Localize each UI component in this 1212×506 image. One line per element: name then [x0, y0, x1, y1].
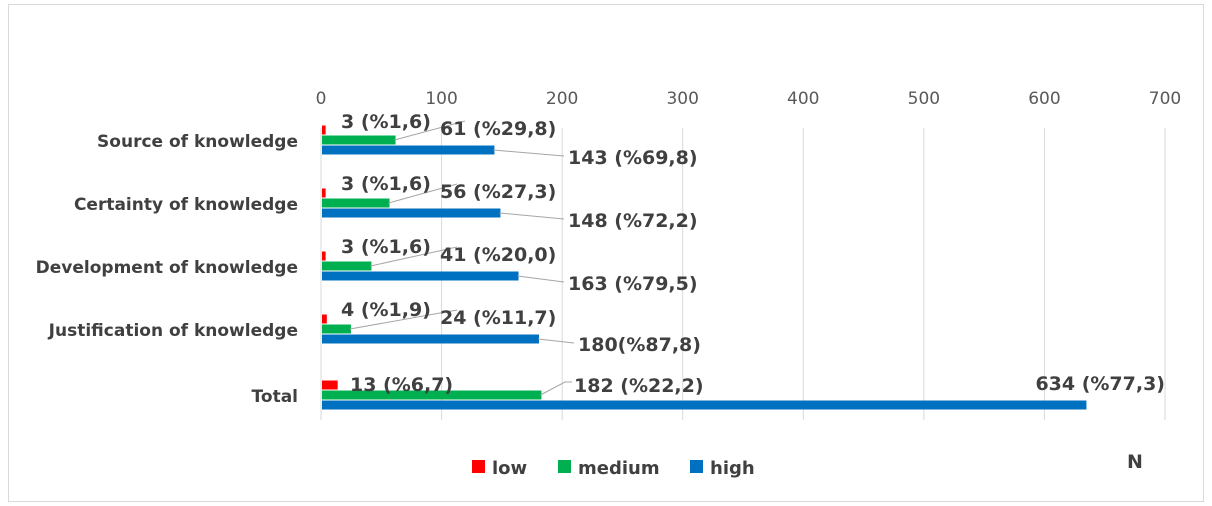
bar-medium — [322, 135, 396, 145]
x-tick-label: 100 — [425, 89, 457, 109]
bar-low — [322, 188, 326, 198]
data-label-high: 163 (%79,5) — [568, 273, 698, 295]
bar-high — [322, 400, 1087, 410]
data-label-medium: 56 (%27,3) — [440, 181, 556, 203]
x-tick-label: 400 — [787, 89, 819, 109]
x-tick-label: 200 — [546, 89, 578, 109]
bar-low — [322, 380, 338, 390]
data-label-low: 3 (%1,6) — [341, 173, 431, 195]
bar-medium — [322, 324, 351, 334]
legend-label-low: low — [492, 458, 527, 479]
data-label-high: 634 (%77,3) — [1035, 373, 1165, 395]
category-label: Certainty of knowledge — [74, 195, 298, 215]
data-label-low: 3 (%1,6) — [341, 111, 431, 133]
leader-line — [517, 275, 565, 283]
chart-frame — [8, 4, 1204, 502]
legend-swatch-medium — [558, 460, 571, 473]
data-label-low: 13 (%6,7) — [350, 374, 453, 396]
leader-line — [370, 246, 458, 267]
data-label-high: 180(%87,8) — [578, 334, 701, 356]
bar-low — [322, 314, 327, 324]
leader-line — [493, 149, 565, 157]
category-label: Total — [252, 387, 298, 407]
data-label-low: 4 (%1,9) — [341, 299, 431, 321]
leader-line — [394, 120, 466, 141]
bar-medium — [322, 390, 542, 400]
leader-line — [388, 183, 458, 204]
data-label-medium: 182 (%22,2) — [574, 375, 704, 397]
legend-swatch-low — [472, 460, 485, 473]
bar-low — [322, 125, 326, 135]
leader-line — [537, 338, 575, 344]
legend-label-high: high — [710, 458, 755, 479]
legend-label-medium: medium — [578, 458, 660, 479]
data-label-high: 148 (%72,2) — [568, 210, 698, 232]
x-tick-label: 700 — [1149, 89, 1181, 109]
data-label-medium: 24 (%11,7) — [440, 307, 556, 329]
x-tick-label: 300 — [666, 89, 698, 109]
data-label-medium: 41 (%20,0) — [440, 244, 556, 266]
leader-line — [499, 212, 565, 220]
data-label-high: 143 (%69,8) — [568, 147, 698, 169]
bar-high — [322, 334, 540, 344]
category-label: Development of knowledge — [36, 258, 298, 278]
bar-high — [322, 145, 495, 155]
x-axis-title: N — [1127, 451, 1143, 473]
x-tick-label: 0 — [316, 89, 327, 109]
leader-line — [349, 309, 458, 330]
x-tick-label: 500 — [908, 89, 940, 109]
bar-high — [322, 208, 501, 218]
legend-swatch-high — [690, 460, 703, 473]
x-tick-label: 600 — [1028, 89, 1060, 109]
bar-medium — [322, 198, 390, 208]
bar-low — [322, 251, 326, 261]
bar-medium — [322, 261, 372, 271]
leader-line — [540, 381, 572, 396]
bar-high — [322, 271, 519, 281]
category-label: Justification of knowledge — [48, 321, 298, 341]
data-label-medium: 61 (%29,8) — [440, 118, 556, 140]
data-label-low: 3 (%1,6) — [341, 236, 431, 258]
category-label: Source of knowledge — [97, 132, 298, 152]
